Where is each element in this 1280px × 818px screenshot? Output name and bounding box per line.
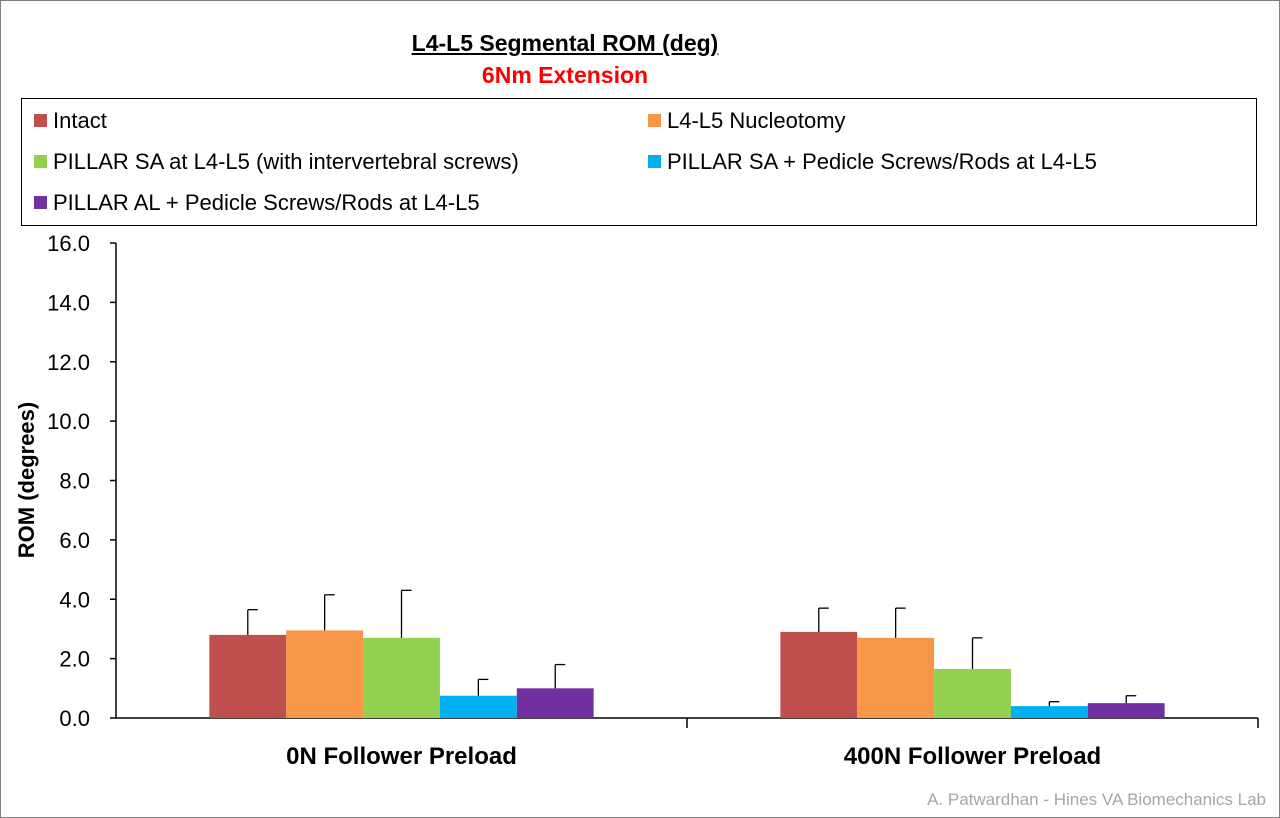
legend-label: Intact: [53, 108, 107, 133]
y-tick-label: 2.0: [59, 647, 90, 672]
y-tick-label: 4.0: [59, 587, 90, 612]
x-category-label: 400N Follower Preload: [844, 743, 1101, 770]
legend-item-nucleotomy: L4-L5 Nucleotomy: [648, 108, 846, 134]
legend-swatch: [34, 154, 47, 168]
chart-legend: Intact L4-L5 Nucleotomy PILLAR SA at L4-…: [21, 98, 1257, 226]
legend-label: PILLAR AL + Pedicle Screws/Rods at L4-L5: [53, 190, 480, 215]
bar: [857, 637, 935, 718]
bar: [516, 688, 594, 718]
chart-title: L4-L5 Segmental ROM (deg): [411, 30, 719, 56]
y-tick-label: 8.0: [59, 469, 90, 494]
y-tick-label: 10.0: [47, 409, 90, 434]
legend-item-pillar-sa-pedicle: PILLAR SA + Pedicle Screws/Rods at L4-L5: [648, 149, 1097, 175]
bar: [1010, 706, 1088, 718]
y-tick-label: 6.0: [59, 528, 90, 553]
legend-item-pillar-al-pedicle: PILLAR AL + Pedicle Screws/Rods at L4-L5: [34, 190, 480, 216]
bar: [286, 630, 364, 718]
bar: [934, 669, 1011, 718]
legend-label: PILLAR SA + Pedicle Screws/Rods at L4-L5: [667, 149, 1097, 174]
legend-label: PILLAR SA at L4-L5 (with intervertebral …: [53, 149, 519, 174]
legend-label: L4-L5 Nucleotomy: [667, 108, 846, 133]
x-category-label: 0N Follower Preload: [286, 743, 517, 770]
bar: [363, 637, 440, 718]
legend-swatch: [648, 113, 661, 127]
chart-subtitle: 6Nm Extension: [481, 62, 649, 88]
y-tick-label: 14.0: [47, 290, 90, 315]
legend-swatch: [34, 113, 47, 127]
y-tick-label: 0.0: [59, 706, 90, 731]
bar: [1087, 703, 1165, 718]
credit-text: A. Patwardhan - Hines VA Biomechanics La…: [927, 790, 1266, 809]
legend-swatch: [34, 195, 47, 209]
bar: [780, 631, 858, 718]
legend-swatch: [648, 154, 661, 168]
bar: [439, 695, 517, 718]
y-tick-label: 16.0: [47, 231, 90, 256]
bar: [209, 634, 287, 718]
legend-item-pillar-sa: PILLAR SA at L4-L5 (with intervertebral …: [34, 149, 519, 175]
y-tick-label: 12.0: [47, 350, 90, 375]
legend-item-intact: Intact: [34, 108, 107, 134]
